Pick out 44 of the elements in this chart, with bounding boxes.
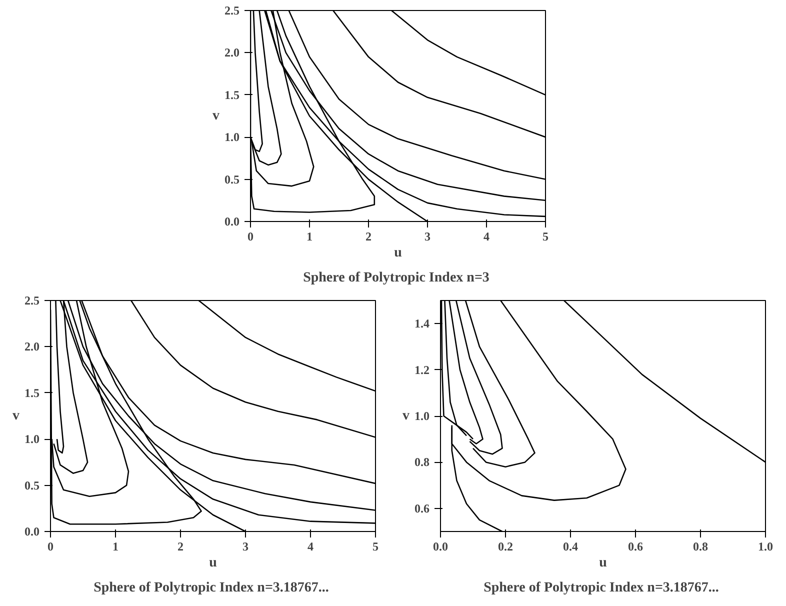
y-tick-label: 0.6 [414,501,430,516]
x-tick-label: 0 [248,230,254,244]
y-tick-label: 0.5 [24,478,40,492]
x-tick-label: 2 [178,540,184,554]
y-axis-title: v [212,108,220,124]
y-tick-label: 1.5 [24,386,40,400]
y-tick-label: 0.5 [224,172,240,186]
x-tick-label: 4 [308,540,314,554]
y-tick-label: 1.0 [224,130,240,144]
x-tick-label: 1.0 [758,540,773,554]
y-tick-label: 0.0 [24,524,40,538]
text: Sphere of Polytropic Index n=3.18767... [94,580,329,596]
x-tick-label: 0.8 [693,540,708,554]
y-tick-label: 2.5 [224,4,240,18]
x-tick-label: 1 [306,230,312,244]
x-tick-label: 0.2 [498,540,513,554]
y-axis-title: v [402,408,410,424]
x-tick-label: 0.6 [628,540,643,554]
y-tick-label: 1.2 [414,362,430,377]
y-tick-label: 2.5 [24,294,40,308]
x-axis-title: u [394,246,402,260]
x-tick-label: 5 [542,230,548,244]
x-tick-label: 3 [424,230,430,244]
y-tick-label: 1.4 [414,316,430,331]
x-tick-label: 2 [366,230,372,244]
y-tick-label: 0.8 [414,455,430,470]
x-tick-label: 0.0 [433,540,448,554]
y-tick-label: 2.0 [24,340,40,354]
text: Sphere of Polytropic Index n=3.18767... [484,580,719,596]
x-tick-label: 1 [112,540,118,554]
y-tick-label: 0.0 [224,214,240,228]
y-tick-label: 1.5 [224,88,240,102]
y-tick-label: 2.0 [224,46,240,60]
x-tick-label: 3 [242,540,248,554]
y-axis-title: v [12,408,20,424]
x-tick-label: 5 [372,540,378,554]
y-tick-label: 1.0 [24,432,40,446]
x-axis-title: u [209,556,218,570]
x-axis-title: u [599,556,608,570]
x-tick-label: 4 [484,230,490,244]
x-tick-label: 0 [48,540,54,554]
y-tick-label: 1.0 [414,409,430,423]
text: Sphere of Polytropic Index n=3 [303,270,490,286]
x-tick-label: 0.4 [563,540,578,554]
